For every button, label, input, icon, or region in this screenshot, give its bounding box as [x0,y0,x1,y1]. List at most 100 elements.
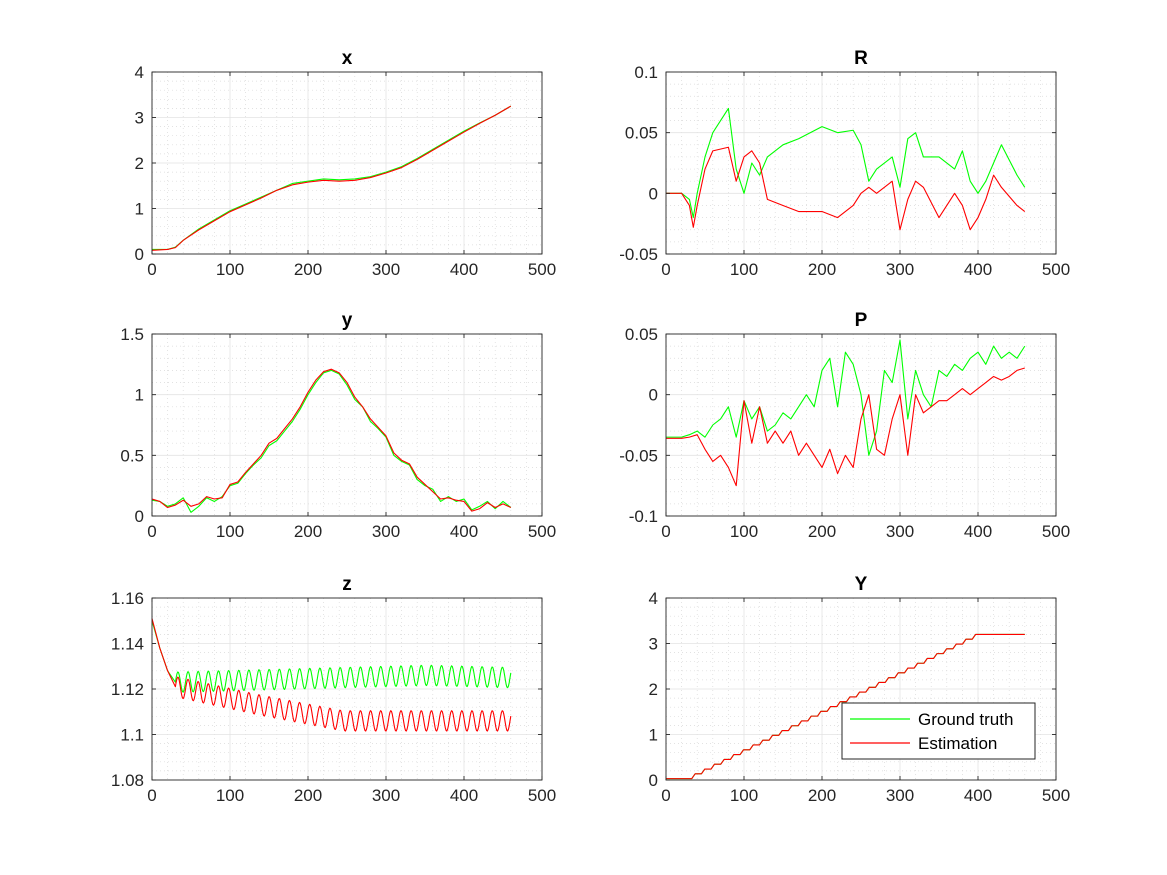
x-tick-label: 200 [808,786,836,805]
series-group [666,633,1025,780]
y-tick-label: 1 [649,726,658,745]
y-tick-label: 0 [649,184,658,203]
y-tick-label: 2 [649,680,658,699]
y-tick-label: -0.05 [619,446,658,465]
x-tick-label: 300 [372,522,400,541]
y-tick-label: 0.05 [625,124,658,143]
x-tick-label: 500 [1042,786,1070,805]
y-tick-label: 1.16 [111,589,144,608]
x-tick-label: 300 [372,260,400,279]
x-tick-label: 100 [730,786,758,805]
x-tick-label: 300 [886,260,914,279]
x-tick-label: 400 [964,522,992,541]
y-tick-label: -0.1 [629,507,658,526]
x-tick-label: 0 [147,786,156,805]
subplot-P: P 0 100 200 300 400 500 -0.1 -0.05 0 0.05 [619,310,1070,541]
x-tick-label: 500 [528,522,556,541]
plot-area [666,334,1056,516]
subplot-z: z 0 100 200 300 400 500 1.08 1.1 1.12 1.14 1.16 [111,574,556,805]
series-line-ground-truth [152,105,512,250]
x-tick-label: 500 [528,786,556,805]
subplot-title: Y [855,574,868,595]
series-line-estimation [151,368,512,512]
series-group [666,339,1026,487]
x-tick-label: 300 [372,786,400,805]
x-tick-label: 400 [450,260,478,279]
legend-box [841,702,1036,760]
subplot-title: x [342,48,353,69]
series-group [151,368,512,513]
y-tick-label: -0.05 [619,245,658,264]
series-line-estimation [666,633,1025,780]
y-tick-label: 1.1 [120,726,144,745]
y-tick-label: 0.5 [120,446,144,465]
x-tick-label: 0 [661,786,670,805]
x-tick-label: 100 [216,522,244,541]
y-tick-label: 2 [135,154,144,173]
x-tick-label: 400 [450,786,478,805]
grid [665,71,1057,255]
y-tick-label: 1.12 [111,680,144,699]
x-tick-label: 200 [294,522,322,541]
y-tick-label: 3 [135,109,144,128]
y-tick-label: 0 [135,245,144,264]
series-group [151,105,512,251]
x-tick-label: 100 [216,786,244,805]
x-tick-label: 200 [294,260,322,279]
x-tick-label: 0 [661,522,670,541]
axes-box [665,333,1057,517]
x-tick-label: 200 [808,522,836,541]
y-tick-label: 1 [135,386,144,405]
grid [151,71,543,255]
grid [151,333,543,517]
series-group [151,618,512,732]
y-tick-label: 1.14 [111,635,144,654]
y-tick-label: 0.1 [634,63,658,82]
x-tick-label: 0 [147,522,156,541]
y-tick-label: 1.08 [111,771,144,790]
grid [665,333,1057,517]
plot-area [666,72,1056,254]
legend-label-estimation: Estimation [918,734,997,753]
subplot-title: z [342,574,352,595]
y-tick-label: 4 [649,589,658,608]
subplot-title: P [855,310,868,331]
subplot-y: y 0 100 200 300 400 500 0 0.5 1 1.5 [120,310,556,541]
x-tick-label: 100 [730,260,758,279]
x-tick-label: 100 [730,522,758,541]
x-tick-label: 500 [1042,522,1070,541]
series-line-estimation [151,105,512,251]
series-line-estimation [666,367,1025,487]
y-tick-label: 0.05 [625,325,658,344]
subplot-title: y [342,310,353,331]
y-tick-label: 1 [135,200,144,219]
x-tick-label: 200 [294,786,322,805]
x-tick-label: 500 [528,260,556,279]
series-line-ground-truth [666,107,1026,219]
y-tick-label: 3 [649,635,658,654]
x-tick-label: 400 [964,786,992,805]
series-group [666,107,1026,231]
subplot-Y: Y 0 100 200 300 400 500 0 1 2 3 4 Ground truth Est… [649,574,1071,805]
y-tick-label: 0 [649,771,658,790]
subplot-title: R [854,48,868,69]
x-tick-label: 100 [216,260,244,279]
y-tick-label: 1.5 [120,325,144,344]
y-tick-label: 0 [135,507,144,526]
legend-label-ground-truth: Ground truth [918,710,1013,729]
subplot-x: x 0 100 200 300 400 500 0 1 2 3 4 [135,48,557,279]
x-tick-label: 400 [450,522,478,541]
x-tick-label: 0 [661,260,670,279]
x-tick-label: 300 [886,522,914,541]
series-line-estimation [151,618,512,732]
y-tick-label: 0 [649,386,658,405]
x-tick-label: 200 [808,260,836,279]
axes-box [151,333,543,517]
legend: Ground truth Estimation [841,702,1036,760]
series-line-ground-truth [151,620,512,693]
series-line-estimation [666,146,1026,231]
x-tick-label: 300 [886,786,914,805]
y-tick-label: 4 [135,63,144,82]
